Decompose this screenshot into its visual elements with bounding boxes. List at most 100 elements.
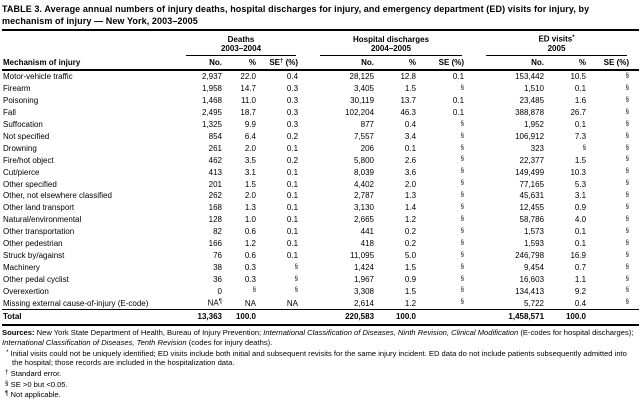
- value-cell: 206: [360, 143, 375, 153]
- mechanism-cell: Cut/pierce: [3, 167, 40, 177]
- value-cell: 0.4: [404, 119, 417, 129]
- value-cell: 3.4: [404, 131, 417, 141]
- value-cell: §: [625, 215, 630, 222]
- column-header: %: [232, 56, 266, 72]
- value-cell: §: [625, 204, 630, 211]
- value-cell: 1.5: [404, 286, 417, 296]
- value-cell: 1.3: [244, 203, 256, 213]
- value-cell: 323: [530, 143, 545, 153]
- table-row: Fire/hot object 462 3.5 0.2 5,800 2.6 § 22,377 1…: [2, 154, 639, 166]
- injury-table: Mechanism of injury Deaths 2003–2004 Hospit…: [2, 32, 640, 327]
- value-cell: 462: [208, 155, 222, 165]
- value-cell: 0.1: [452, 96, 465, 106]
- value-cell: 1,510: [523, 84, 545, 94]
- value-cell: §: [625, 144, 630, 151]
- table-row: Other transportation 82 0.6 0.1 441 0.2 § 1,573…: [2, 226, 639, 238]
- mechanism-cell: Not specified: [3, 131, 50, 141]
- sources-text-1: New York State Department of Health, Bur…: [34, 328, 264, 338]
- sources-label: Sources:: [2, 328, 35, 338]
- value-cell: §: [625, 120, 630, 127]
- column-header: SE (%): [596, 56, 640, 72]
- value-cell: 100.0: [554, 309, 597, 327]
- value-cell: 441: [360, 227, 375, 237]
- footnote-text: Standard error.: [10, 369, 62, 379]
- value-cell: 3,130: [353, 203, 375, 213]
- column-header: %: [384, 56, 427, 72]
- value-cell: 0.4: [286, 72, 299, 82]
- value-cell: 58,786: [519, 215, 545, 225]
- value-cell: 22,377: [519, 155, 545, 165]
- value-cell: 7.3: [574, 131, 587, 141]
- value-cell: 3,308: [353, 286, 375, 296]
- mechanism-cell: Other specified: [3, 179, 57, 189]
- value-cell: 0.1: [452, 72, 465, 82]
- table-row: Overexertion 0 § § 3,308 1.5 § 134,413 9.2 §: [2, 285, 639, 297]
- table-title: TABLE 3. Average annual numbers of injur…: [2, 4, 590, 26]
- value-cell: 0.1: [286, 143, 299, 153]
- footnote-se-range: § SE >0 but <0.05.: [2, 379, 639, 390]
- table-row: Suffocation 1,325 9.9 0.3 877 0.4 § 1,952 0.1 §: [2, 119, 639, 131]
- column-header-mechanism: Mechanism of injury: [2, 32, 174, 72]
- value-cell: NA: [286, 298, 299, 308]
- footnote-ed-visits: * Initial visits could not be uniquely i…: [2, 348, 639, 368]
- value-cell: 413: [208, 167, 222, 177]
- value-cell: 3.1: [244, 167, 256, 177]
- value-cell: 246,798: [515, 250, 545, 260]
- value-cell: 9.9: [244, 119, 256, 129]
- value-cell: 1,573: [523, 227, 545, 237]
- group-header-0: Deaths 2003–2004: [174, 32, 308, 57]
- value-cell: 45,631: [519, 191, 545, 201]
- table-row: Machinery 38 0.3 § 1,424 1.5 § 9,454 0.7 §: [2, 262, 639, 274]
- table-row: Fall 2,495 18.7 0.3 102,204 46.3 0.1 388,878 26.…: [2, 107, 639, 119]
- value-cell: 2,665: [353, 215, 375, 225]
- value-cell: 3.5: [244, 155, 256, 165]
- table-row: Other pedestrian 166 1.2 0.1 418 0.2 § 1,593 0.1…: [2, 238, 639, 250]
- table-row: Firearm 1,958 14.7 0.3 3,405 1.5 § 1,510 0.1 §: [2, 83, 639, 95]
- value-cell: 2,787: [353, 191, 375, 201]
- mechanism-cell: Drowning: [3, 143, 37, 153]
- value-cell: 1.1: [574, 274, 587, 284]
- value-cell: §: [460, 132, 465, 139]
- footnotes: Sources: New York State Department of He…: [2, 328, 639, 400]
- value-cell: 2.6: [404, 155, 417, 165]
- sources-note: Sources: New York State Department of He…: [2, 328, 639, 347]
- table-row: Other specified 201 1.5 0.1 4,402 2.0 § 77,165 5…: [2, 178, 639, 190]
- group-header-1: Hospital discharges 2004–2005: [308, 32, 474, 57]
- value-cell: 0.1: [286, 191, 299, 201]
- value-cell: 168: [208, 203, 222, 213]
- value-cell: 1,593: [523, 239, 545, 249]
- mechanism-cell: Struck by/against: [3, 250, 65, 260]
- value-cell: §: [625, 239, 630, 246]
- value-cell: 262: [208, 191, 222, 201]
- value-cell: 153,442: [515, 72, 545, 82]
- table-row: Other, not elsewhere classified 262 2.0 0.1…: [2, 190, 639, 202]
- value-cell: §: [294, 287, 299, 294]
- value-cell: §: [625, 192, 630, 199]
- value-cell: 3.6: [404, 167, 417, 177]
- value-cell: 0.4: [574, 298, 587, 308]
- value-cell: 12,455: [519, 203, 545, 213]
- value-cell: 5,722: [523, 298, 545, 308]
- total-row: Total 13,363 100.0 220,583 100.0 1,458,571 100…: [2, 309, 640, 327]
- mechanism-cell: Natural/environmental: [3, 215, 82, 225]
- value-cell: 0.2: [286, 131, 299, 141]
- group-header-2: ED visits* 2005: [474, 32, 639, 57]
- value-cell: 220,583: [308, 309, 385, 327]
- mechanism-cell: Motor-vehicle traffic: [3, 72, 73, 82]
- value-cell: §: [460, 215, 465, 222]
- column-header: No.: [474, 56, 555, 72]
- value-cell: 14.7: [240, 84, 256, 94]
- value-cell: §: [625, 275, 630, 282]
- value-cell: 0.1: [286, 227, 299, 237]
- mechanism-cell: Other land transport: [3, 203, 75, 213]
- value-cell: 1,424: [353, 262, 375, 272]
- mechanism-cell: Missing external cause-of-injury (E-code…: [3, 298, 149, 308]
- value-cell: §: [625, 287, 630, 294]
- value-cell: 100.0: [384, 309, 427, 327]
- value-cell: §: [460, 287, 465, 294]
- value-cell: 16.9: [570, 250, 587, 260]
- mechanism-cell: Other transportation: [3, 227, 75, 237]
- value-cell: 0.1: [286, 250, 299, 260]
- value-cell: 22.0: [240, 72, 256, 82]
- value-cell: §: [625, 73, 630, 80]
